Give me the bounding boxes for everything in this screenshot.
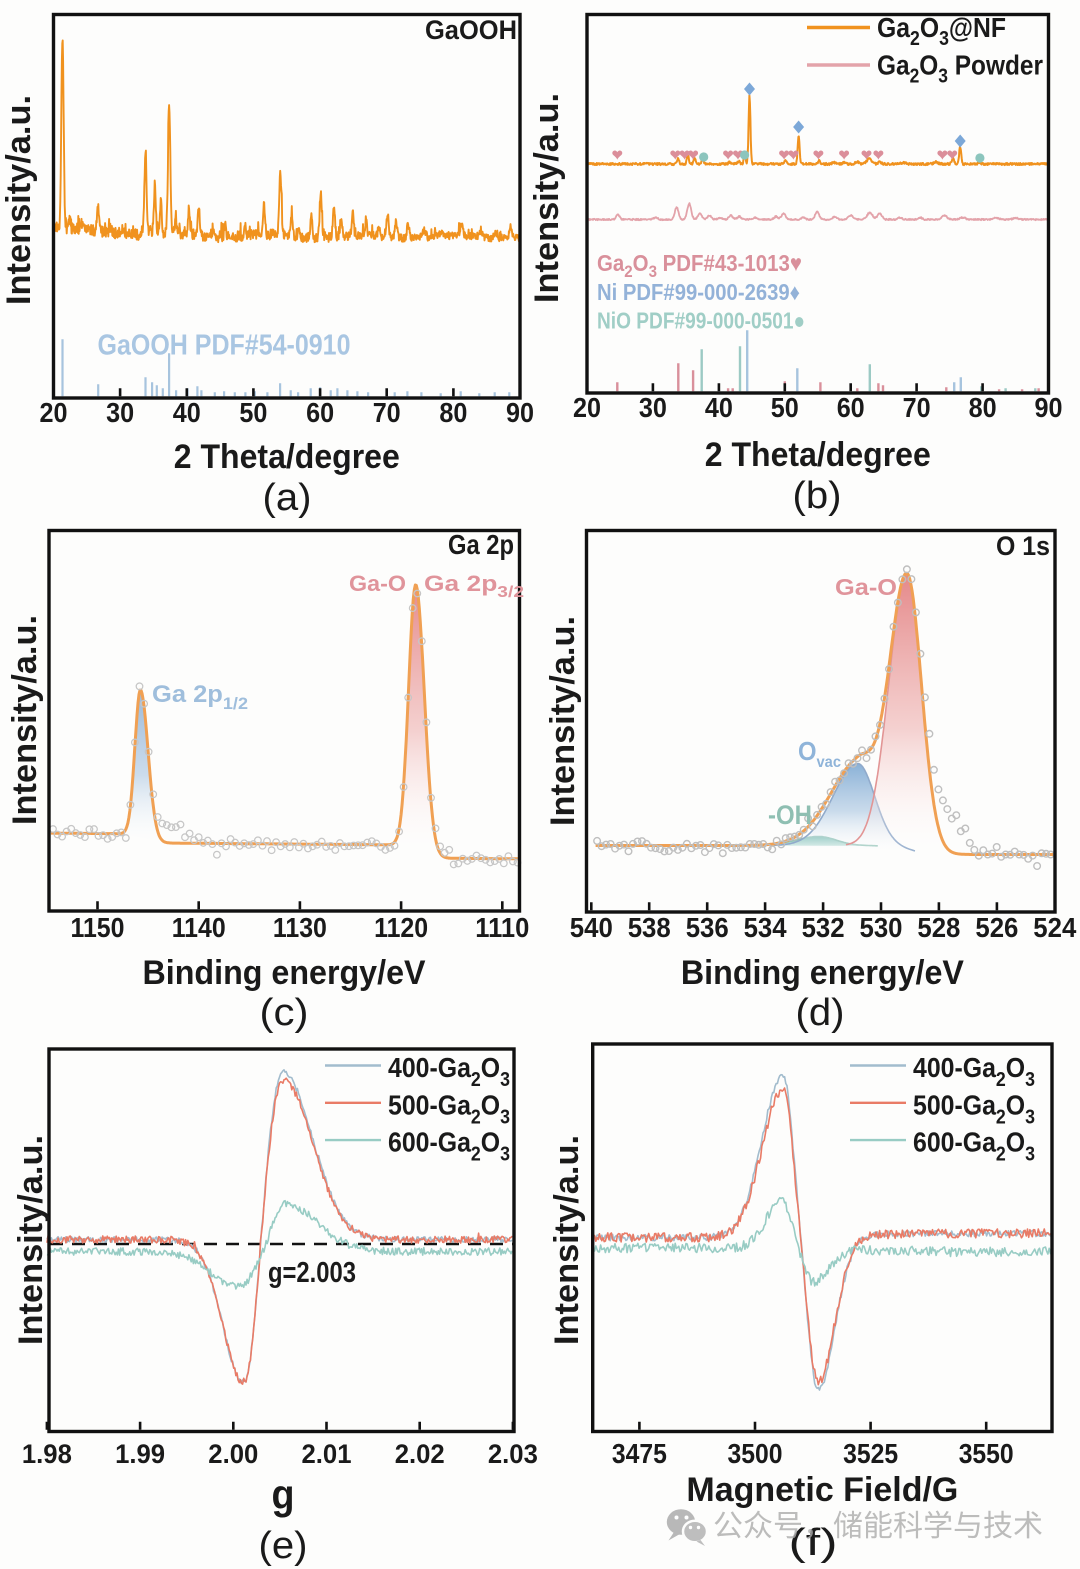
svg-text:80: 80 [969, 392, 997, 423]
svg-text:O 1s: O 1s [996, 531, 1050, 561]
svg-text:70: 70 [373, 397, 401, 428]
svg-text:3525: 3525 [843, 1438, 898, 1469]
svg-text:524: 524 [1033, 912, 1076, 943]
svg-text:Ga 2p: Ga 2p [448, 529, 514, 560]
svg-text:(c): (c) [260, 992, 309, 1034]
svg-text:g=2.003: g=2.003 [268, 1257, 356, 1289]
svg-text:Ni PDF#99-000-2639♦: Ni PDF#99-000-2639♦ [597, 279, 800, 305]
svg-text:1.98: 1.98 [22, 1439, 72, 1469]
svg-text:Binding energy/eV: Binding energy/eV [681, 954, 964, 992]
svg-text:Intensity/a.u.: Intensity/a.u. [6, 615, 44, 825]
svg-text:GaOOH PDF#54-0910: GaOOH PDF#54-0910 [98, 330, 351, 362]
svg-text:(d): (d) [796, 992, 845, 1034]
svg-text:40: 40 [705, 392, 733, 423]
svg-text:532: 532 [802, 912, 845, 943]
svg-text:3500: 3500 [728, 1438, 783, 1469]
svg-text:60: 60 [306, 397, 334, 428]
svg-text:(b): (b) [793, 475, 842, 517]
svg-text:Ga 2p1/2: Ga 2p 1/2 [152, 681, 248, 713]
svg-text:2.01: 2.01 [302, 1439, 352, 1469]
svg-text:80: 80 [439, 397, 467, 428]
svg-text:1130: 1130 [273, 912, 327, 943]
svg-text:2.03: 2.03 [488, 1439, 538, 1469]
svg-text:Magnetic Field/G: Magnetic Field/G [686, 1471, 958, 1509]
svg-text:528: 528 [917, 912, 960, 943]
svg-text:1150: 1150 [71, 912, 125, 943]
svg-text:30: 30 [106, 397, 134, 428]
svg-text:530: 530 [860, 912, 903, 943]
svg-text:3475: 3475 [612, 1438, 667, 1469]
svg-text:540: 540 [570, 912, 613, 943]
svg-text:40: 40 [173, 397, 201, 428]
svg-text:Ga-O: Ga-O [835, 574, 897, 600]
svg-text:(a): (a) [263, 477, 312, 519]
svg-text:Intensity/a.u.: Intensity/a.u. [528, 93, 566, 303]
svg-text:20: 20 [573, 392, 601, 423]
svg-text:90: 90 [1035, 392, 1063, 423]
svg-text:Intensity/a.u.: Intensity/a.u. [0, 95, 38, 305]
svg-text:2.02: 2.02 [395, 1439, 445, 1469]
svg-text:2.00: 2.00 [208, 1439, 258, 1469]
svg-text:2 Theta/degree: 2 Theta/degree [174, 438, 400, 476]
svg-text:90: 90 [506, 397, 534, 428]
svg-text:-OH: -OH [768, 800, 812, 830]
svg-text:1140: 1140 [172, 912, 226, 943]
svg-text:70: 70 [903, 392, 931, 423]
svg-text:538: 538 [628, 912, 671, 943]
svg-text:50: 50 [771, 392, 799, 423]
svg-text:GaOOH: GaOOH [425, 15, 517, 45]
svg-text:Intensity/a.u.: Intensity/a.u. [544, 616, 582, 826]
svg-text:534: 534 [744, 912, 787, 943]
svg-text:30: 30 [639, 392, 667, 423]
svg-text:Intensity/a.u.: Intensity/a.u. [548, 1135, 586, 1345]
svg-text:60: 60 [837, 392, 865, 423]
svg-text:Binding energy/eV: Binding energy/eV [143, 954, 426, 992]
svg-text:Ga-O: Ga-O [349, 571, 406, 596]
svg-text:NiO PDF#99-000-0501●: NiO PDF#99-000-0501● [597, 308, 805, 334]
svg-text:Intensity/a.u.: Intensity/a.u. [12, 1135, 50, 1345]
svg-text:2 Theta/degree: 2 Theta/degree [705, 436, 931, 474]
svg-text:20: 20 [40, 397, 68, 428]
svg-text:526: 526 [975, 912, 1018, 943]
svg-text:536: 536 [686, 912, 729, 943]
svg-text:1.99: 1.99 [115, 1439, 165, 1469]
svg-text:1120: 1120 [374, 912, 428, 943]
svg-text:(e): (e) [259, 1525, 308, 1567]
svg-text:g: g [272, 1471, 295, 1518]
svg-text:1110: 1110 [475, 912, 529, 943]
svg-text:50: 50 [239, 397, 267, 428]
svg-text:3550: 3550 [959, 1438, 1014, 1469]
